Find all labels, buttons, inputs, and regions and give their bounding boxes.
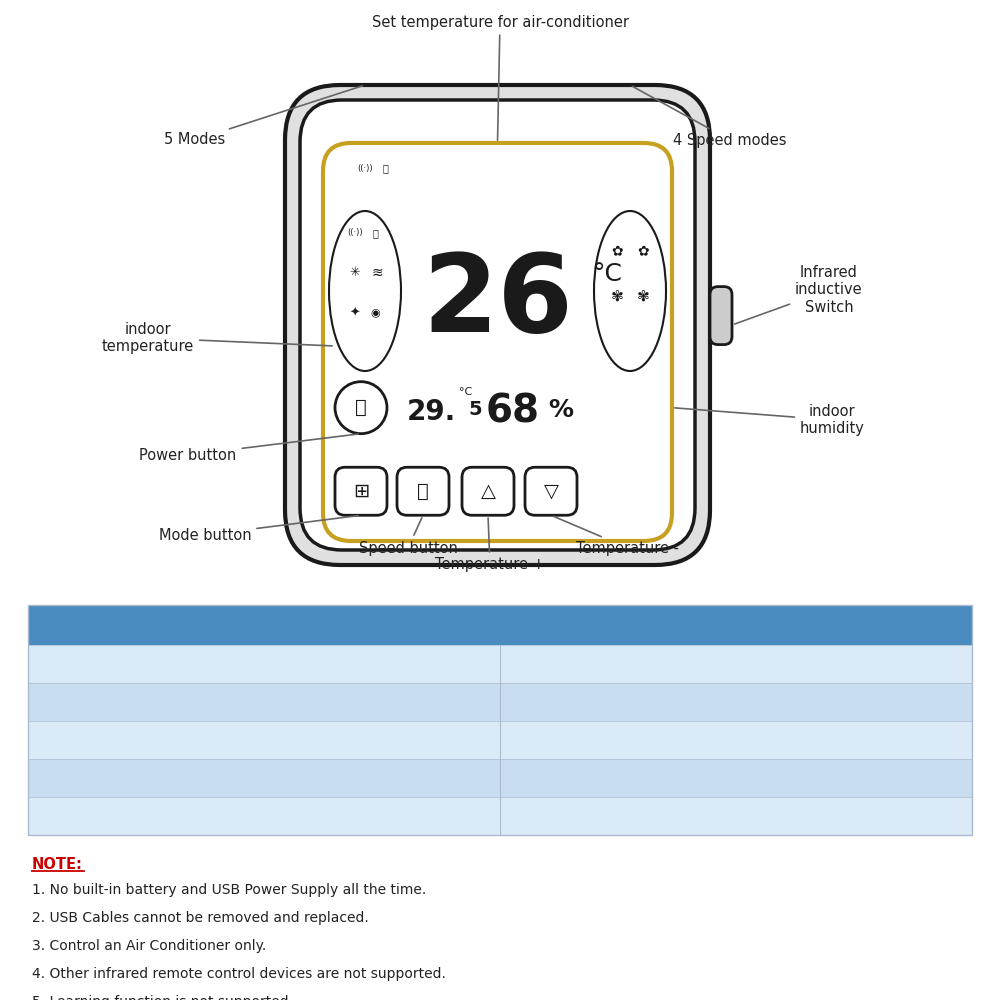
Text: 1.5 M: 1.5 M bbox=[736, 696, 771, 708]
FancyBboxPatch shape bbox=[525, 467, 577, 515]
Text: ⏻: ⏻ bbox=[355, 398, 367, 417]
Text: 29.: 29. bbox=[406, 398, 456, 426]
Text: ((·)): ((·)) bbox=[357, 163, 373, 172]
FancyBboxPatch shape bbox=[397, 467, 449, 515]
Text: Infrared Range: Infrared Range bbox=[624, 734, 717, 746]
Ellipse shape bbox=[329, 211, 401, 371]
Text: 38 KHz: 38 KHz bbox=[260, 734, 304, 746]
Text: Temperature +: Temperature + bbox=[435, 518, 545, 572]
Text: ✳: ✳ bbox=[350, 266, 360, 279]
FancyBboxPatch shape bbox=[323, 143, 672, 541]
FancyBboxPatch shape bbox=[335, 467, 387, 515]
Text: 5 Modes: 5 Modes bbox=[164, 86, 362, 147]
Text: 5: 5 bbox=[468, 400, 482, 419]
FancyBboxPatch shape bbox=[300, 100, 695, 550]
Text: ≋: ≋ bbox=[371, 266, 383, 280]
Text: Size:: Size: bbox=[687, 658, 717, 670]
Text: 1. No built-in battery and USB Power Supply all the time.: 1. No built-in battery and USB Power Sup… bbox=[32, 883, 426, 897]
Text: ⊞: ⊞ bbox=[353, 482, 369, 501]
Text: 0°C ~ 60 °C: 0°C ~ 60 °C bbox=[260, 772, 337, 784]
Text: Product Parameters: Product Parameters bbox=[399, 616, 601, 634]
FancyBboxPatch shape bbox=[710, 287, 732, 345]
Text: °C: °C bbox=[459, 387, 473, 397]
Text: Temperature Measure Range:: Temperature Measure Range: bbox=[55, 772, 240, 784]
Text: ±1°C: ±1°C bbox=[736, 772, 770, 784]
Text: 80*80*16mm: 80*80*16mm bbox=[736, 658, 820, 670]
Text: Temperature Measure Accuracy:: Temperature Measure Accuracy: bbox=[516, 772, 717, 784]
Text: ((·)): ((·)) bbox=[347, 229, 363, 237]
Text: 2. USB Cables cannot be removed and replaced.: 2. USB Cables cannot be removed and repl… bbox=[32, 911, 369, 925]
Text: Humidity Measure Accuracy:: Humidity Measure Accuracy: bbox=[538, 810, 717, 822]
Text: Infrared Frequency:: Infrared Frequency: bbox=[118, 734, 240, 746]
Text: indoor
humidity: indoor humidity bbox=[675, 404, 865, 436]
Text: Temperature -: Temperature - bbox=[554, 516, 680, 556]
Bar bbox=[28, 797, 972, 835]
Text: 4 Speed modes: 4 Speed modes bbox=[632, 86, 787, 147]
Text: 5. Learning function is not supported: 5. Learning function is not supported bbox=[32, 995, 289, 1000]
Ellipse shape bbox=[594, 211, 666, 371]
Bar bbox=[28, 759, 972, 797]
Text: 26: 26 bbox=[422, 249, 573, 355]
Text: Ⓐ: Ⓐ bbox=[382, 163, 388, 173]
Text: ✾: ✾ bbox=[637, 288, 649, 304]
Text: %: % bbox=[548, 398, 574, 422]
Text: ✦: ✦ bbox=[350, 306, 360, 320]
Text: ⛭: ⛭ bbox=[417, 482, 429, 501]
Text: Ⓐ: Ⓐ bbox=[372, 228, 378, 238]
Text: Speed button: Speed button bbox=[359, 518, 457, 556]
Text: Infrared
inductive
Switch: Infrared inductive Switch bbox=[735, 265, 863, 324]
Text: °C: °C bbox=[592, 262, 622, 286]
Text: 4. Other infrared remote control devices are not supported.: 4. Other infrared remote control devices… bbox=[32, 967, 446, 981]
Text: Power button: Power button bbox=[139, 434, 358, 462]
Text: 0% RH ~ 99% RH: 0% RH ~ 99% RH bbox=[260, 810, 370, 822]
Text: ✿: ✿ bbox=[637, 244, 649, 258]
Text: WiFi 2.4GHz: WiFi 2.4GHz bbox=[260, 696, 335, 708]
Text: Humidity Measure Range:: Humidity Measure Range: bbox=[78, 810, 240, 822]
Circle shape bbox=[335, 382, 387, 434]
FancyBboxPatch shape bbox=[462, 467, 514, 515]
Bar bbox=[28, 721, 972, 759]
Bar bbox=[28, 645, 972, 683]
Text: indoor
temperature: indoor temperature bbox=[102, 322, 332, 354]
Text: ±5% RH: ±5% RH bbox=[736, 810, 789, 822]
Text: ◉: ◉ bbox=[370, 308, 380, 318]
Text: ✾: ✾ bbox=[611, 288, 623, 304]
Bar bbox=[28, 605, 972, 835]
Text: USB Cable Length: USB Cable Length bbox=[605, 696, 717, 708]
Bar bbox=[28, 605, 972, 645]
Text: Set temperature for air-conditioner: Set temperature for air-conditioner bbox=[372, 14, 629, 140]
Bar bbox=[28, 683, 972, 721]
Text: ≤ 10 meters: ≤ 10 meters bbox=[736, 734, 814, 746]
Text: △: △ bbox=[480, 482, 496, 501]
Text: ▽: ▽ bbox=[544, 482, 558, 501]
Text: ✿: ✿ bbox=[611, 244, 623, 258]
Text: 3. Control an Air Conditioner only.: 3. Control an Air Conditioner only. bbox=[32, 939, 266, 953]
Text: Model:: Model: bbox=[198, 658, 240, 670]
FancyBboxPatch shape bbox=[285, 85, 710, 565]
Text: 68: 68 bbox=[486, 393, 540, 431]
Text: NOTE:: NOTE: bbox=[32, 857, 83, 872]
Text: Mode button: Mode button bbox=[159, 516, 358, 542]
Text: S16 PRO: S16 PRO bbox=[260, 658, 314, 670]
Text: Wireles Type:: Wireles Type: bbox=[157, 696, 240, 708]
